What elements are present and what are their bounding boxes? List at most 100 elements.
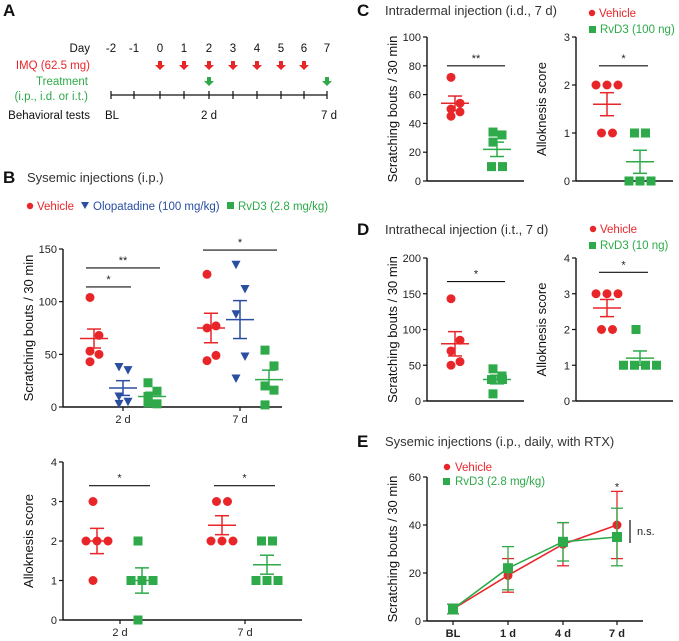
y-tick-label: 0 — [51, 402, 57, 414]
day-number: 0 — [157, 43, 163, 55]
data-point — [114, 399, 124, 409]
legend-vehicle: Vehicle — [599, 8, 636, 20]
data-point — [613, 289, 623, 299]
panel-a-label: A — [3, 1, 15, 20]
panel-a: A Day IMQ (62.5 mg) Treatment (i.p., i.d… — [3, 1, 337, 122]
panel-c-title: Intradermal injection (i.d., 7 d) — [385, 3, 557, 18]
imq-label: IMQ (62.5 mg) — [16, 60, 90, 72]
y-tick-label: 50 — [409, 360, 421, 372]
y-axis-label: Alloknesis score — [534, 283, 549, 377]
panel-c-label: C — [357, 1, 369, 20]
data-point — [269, 385, 279, 395]
y-tick-label: 0 — [415, 396, 421, 408]
data-point — [608, 325, 617, 334]
significance-label: * — [615, 482, 620, 494]
data-point — [446, 111, 456, 121]
y-tick-label: 2 — [564, 80, 570, 92]
data-point — [260, 400, 270, 410]
data-point — [85, 346, 95, 356]
rvd3-legend-marker — [589, 26, 596, 33]
data-point — [206, 536, 216, 546]
data-point — [631, 325, 641, 334]
data-point — [152, 386, 162, 396]
data-point — [202, 356, 212, 366]
data-point — [446, 72, 456, 82]
data-point — [85, 357, 95, 367]
data-point — [503, 563, 513, 574]
data-point — [94, 330, 104, 340]
vehicle-legend-marker — [588, 9, 596, 17]
day-number: 7 — [324, 43, 330, 55]
y-axis-label: Scratching bouts / 30 min — [385, 36, 400, 183]
significance-label: * — [106, 274, 111, 286]
data-point — [268, 536, 277, 546]
behavioral-test-mark: 2 d — [201, 110, 217, 122]
data-point — [133, 615, 143, 625]
legend-vehicle: Vehicle — [37, 201, 74, 213]
significance-label: * — [242, 473, 247, 485]
panel-c-alloknesis-plot: 0 1 2 3 Alloknesis score * — [534, 32, 673, 188]
day-label: Day — [70, 43, 91, 55]
panel-c: C Intradermal injection (i.d., 7 d) Vehi… — [357, 1, 675, 188]
y-tick-label: 4 — [564, 253, 570, 265]
treatment-arrow-icon — [204, 77, 214, 86]
significance-label: * — [621, 53, 626, 65]
imq-arrow-icon — [228, 61, 238, 70]
data-point — [446, 104, 456, 114]
data-point — [624, 176, 634, 186]
data-point — [602, 289, 612, 299]
significance-label: ** — [472, 53, 481, 65]
y-tick-label: 100 — [39, 297, 57, 309]
y-axis-label: Scratching bouts / 30 min — [385, 256, 400, 403]
y-tick-label: 0 — [51, 615, 57, 627]
imq-arrow-icon — [276, 61, 286, 70]
x-tick-label: 7 d — [609, 628, 625, 640]
day-number: -1 — [129, 43, 139, 55]
day-number: 1 — [181, 43, 187, 55]
data-point — [217, 536, 227, 546]
data-point — [558, 536, 568, 547]
data-point — [635, 176, 645, 186]
rvd3-legend-marker — [443, 478, 450, 485]
legend-rvd3: RvD3 (100 ng) — [600, 24, 675, 36]
day-number: 5 — [278, 43, 284, 55]
legend-olopatadine: Olopatadine (100 mg/kg) — [93, 201, 220, 213]
data-point — [613, 80, 623, 90]
data-point — [211, 350, 221, 360]
x-tick-label: 2 d — [115, 414, 130, 426]
y-tick-label: 1 — [51, 576, 57, 588]
significance-label: ** — [119, 255, 128, 267]
legend-rvd3: RvD3 (10 ng) — [600, 240, 669, 252]
treatment-arrow-icon — [322, 77, 332, 86]
data-point — [455, 107, 465, 117]
y-axis-label: Alloknesis score — [534, 62, 549, 156]
data-point — [597, 325, 606, 334]
data-point — [257, 536, 266, 546]
data-point — [488, 364, 498, 374]
imq-arrow-icon — [179, 61, 189, 70]
y-axis-label: Alloknesis score — [21, 494, 36, 588]
day-number: 6 — [301, 43, 307, 55]
data-point — [630, 128, 639, 138]
data-point — [488, 389, 498, 399]
y-tick-label: 20 — [409, 147, 421, 159]
imq-arrow-icon — [252, 61, 262, 70]
data-point — [260, 345, 270, 355]
data-point — [231, 310, 241, 319]
data-point — [202, 269, 212, 279]
panel-e-line-plot: 0 20 40 60 Scratching bouts / 30 min BL 1 d 4 d… — [385, 472, 643, 640]
y-tick-label: 4 — [51, 457, 57, 469]
data-point — [223, 497, 232, 506]
data-point — [143, 378, 153, 388]
treatment-route-label: (i.p., i.d. or i.t.) — [15, 91, 89, 103]
data-point — [231, 374, 241, 384]
data-point — [602, 80, 612, 90]
imq-arrow-icon — [155, 61, 165, 70]
x-tick-label: 7 d — [232, 414, 247, 426]
data-point — [114, 392, 124, 401]
series-line — [452, 536, 618, 610]
panel-b-label: B — [3, 168, 15, 187]
rvd3-legend-marker — [227, 202, 234, 209]
